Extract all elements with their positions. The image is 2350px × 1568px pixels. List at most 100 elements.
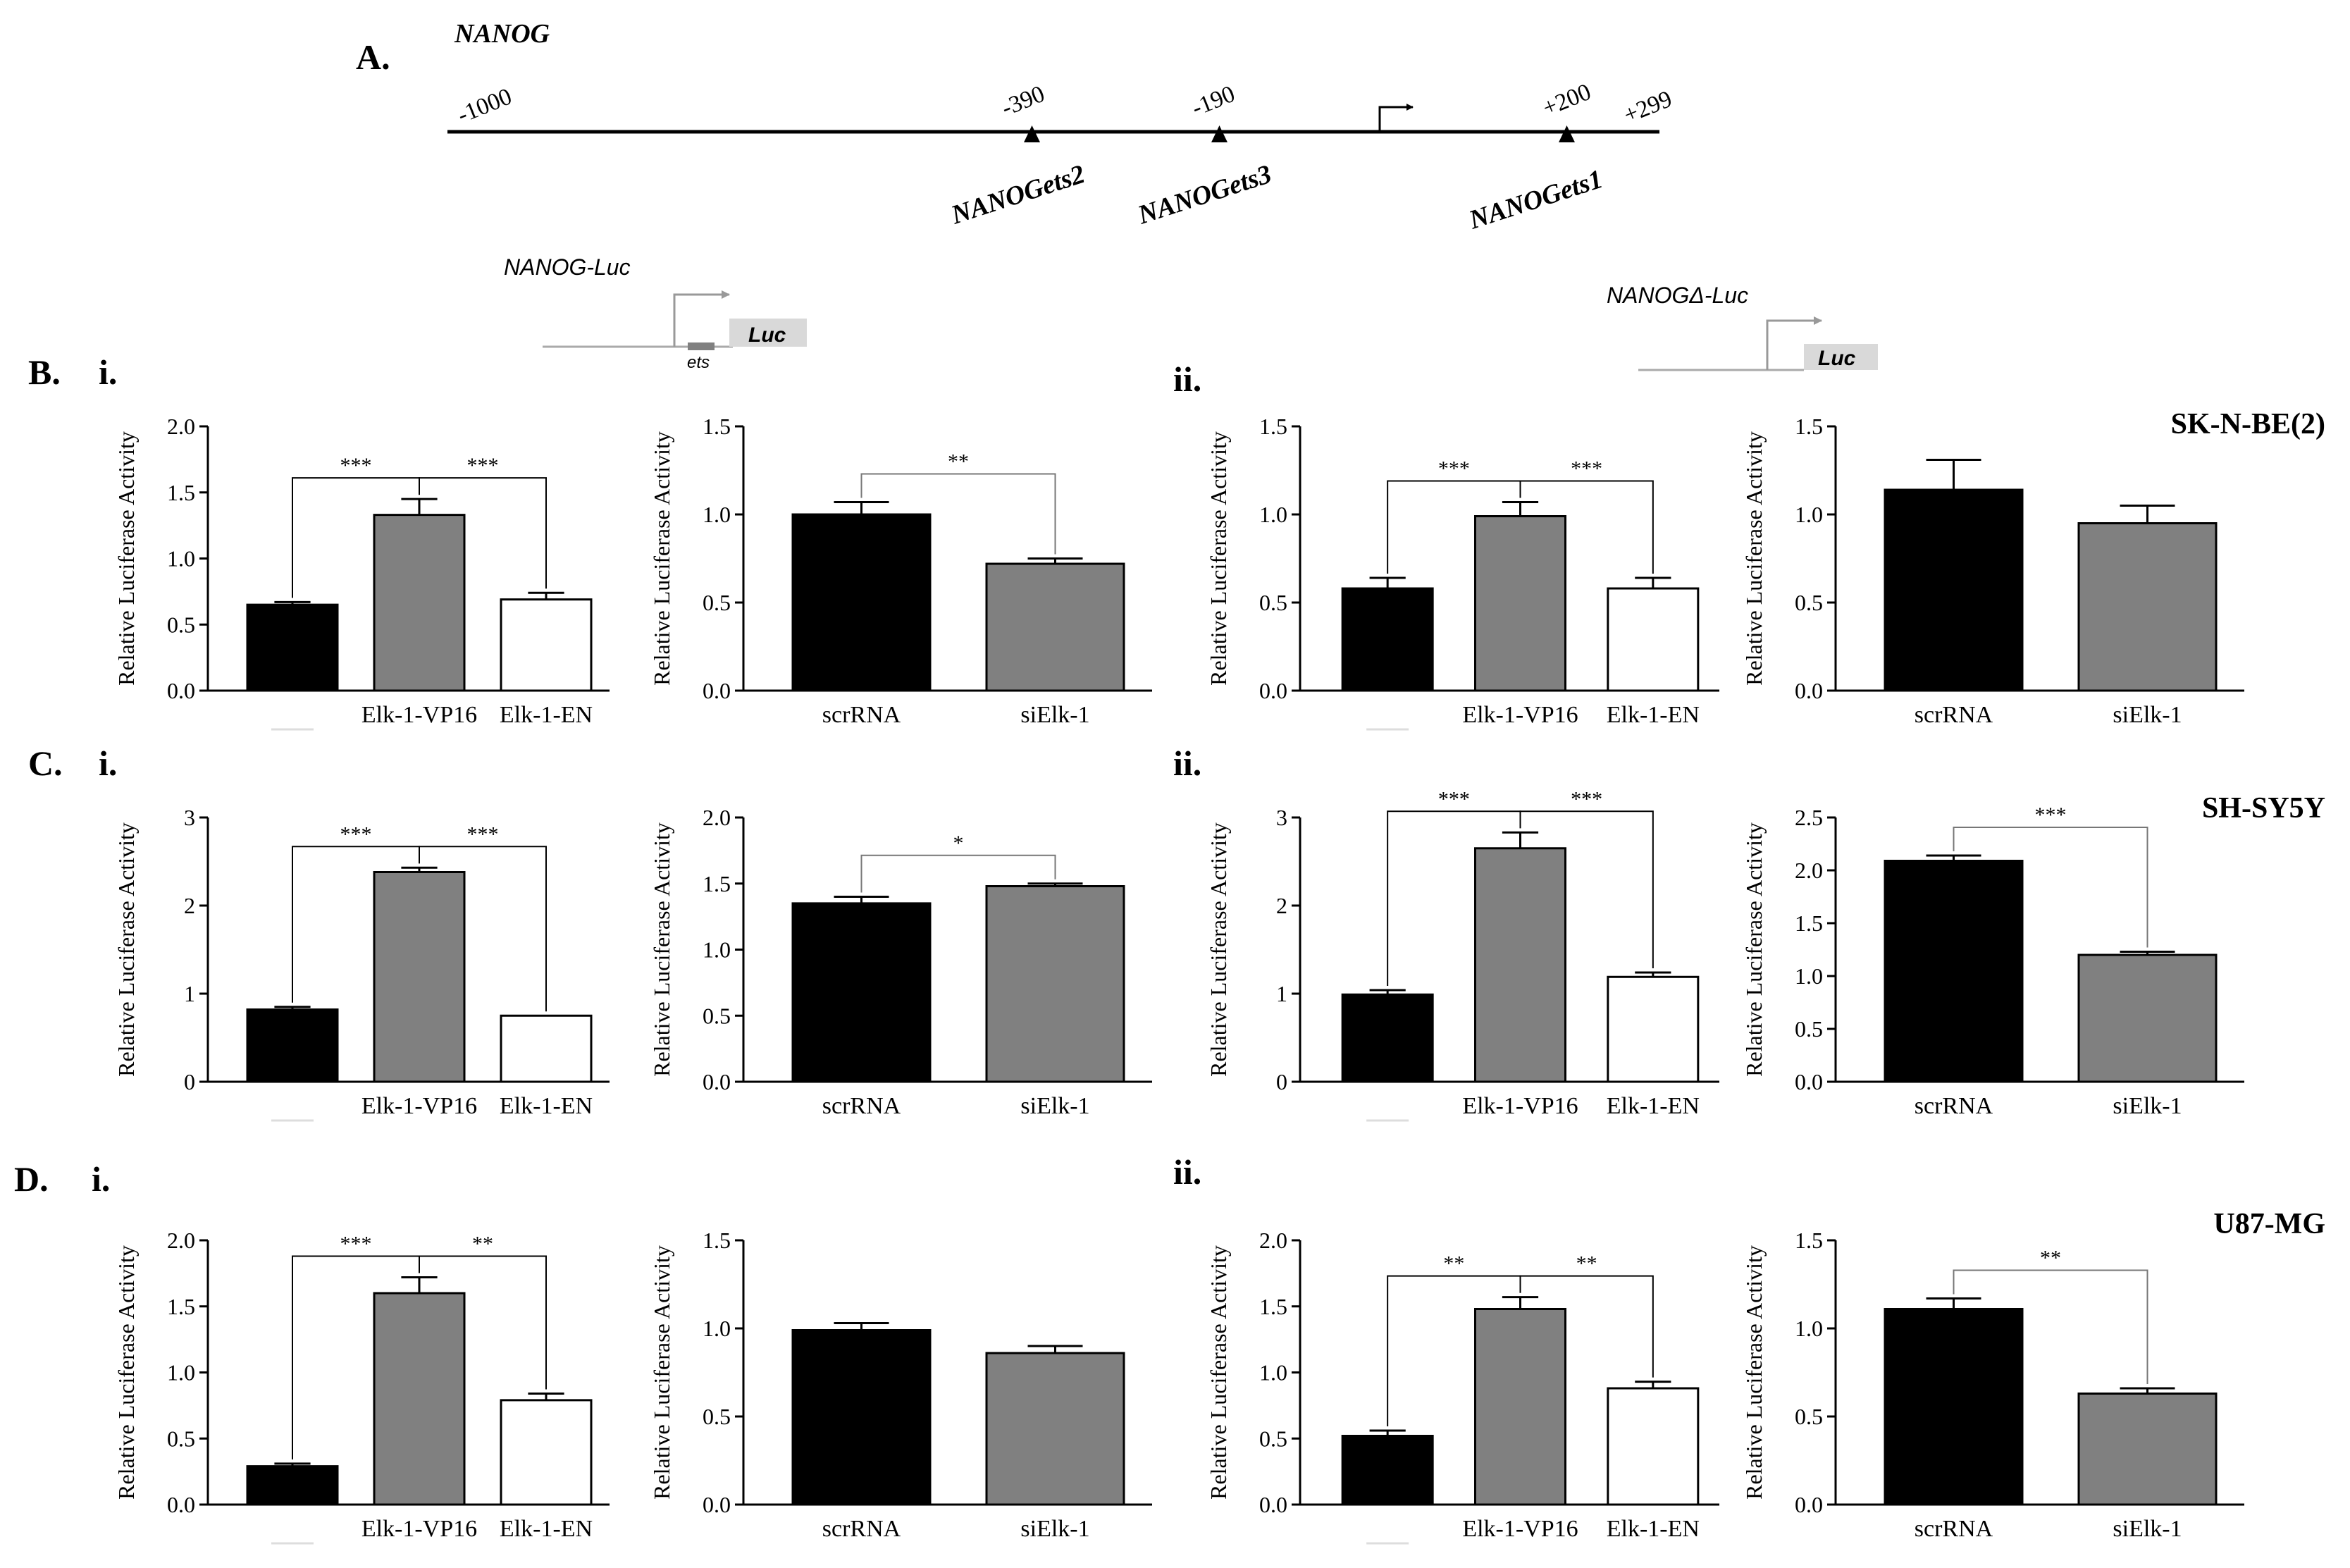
y-axis-label: Relative Luciferase Activity	[1741, 431, 1767, 686]
y-tick-label: 1.0	[703, 502, 731, 527]
significance-bracket	[860, 854, 1056, 893]
y-axis-label: Relative Luciferase Activity	[1741, 822, 1767, 1077]
bar-elk-1-en	[1607, 587, 1700, 692]
x-category-label: Elk-1-VP16	[1462, 702, 1578, 728]
significance-bracket	[1519, 480, 1654, 574]
y-tick-label: 2.0	[703, 805, 731, 830]
construct-delta-tss-arrow	[1766, 316, 1822, 370]
significance-label: ***	[1571, 457, 1602, 481]
significance-bracket	[1519, 1275, 1654, 1378]
y-tick-label: 0.0	[1259, 678, 1287, 703]
y-tick-label: 0.0	[1259, 1492, 1287, 1517]
y-axis-label: Relative Luciferase Activity	[649, 1245, 674, 1500]
ets3-triangle-marker	[1211, 125, 1227, 142]
bar-control	[1341, 1435, 1434, 1506]
position-minus-1000: -1000	[454, 83, 515, 128]
y-tick-label: 2.0	[167, 1228, 195, 1253]
y-tick-label: 0.0	[167, 678, 195, 703]
y-tick-label: 1.0	[1259, 1360, 1287, 1385]
bar-sielk-1	[985, 1352, 1125, 1506]
panel-c-label: C.	[28, 743, 63, 783]
y-tick-label: 0.5	[703, 1404, 731, 1429]
y-tick-label: 0.0	[1795, 1069, 1823, 1094]
tss-arrow	[1378, 104, 1414, 132]
y-axis-label: Relative Luciferase Activity	[649, 431, 674, 686]
construct-nanog-delta-luc: NANOGΔ-Luc Luc	[1607, 283, 1878, 371]
x-category-label: Elk-1-EN	[1607, 702, 1700, 728]
y-tick-label: 0.0	[1795, 1492, 1823, 1517]
chart-d-i-2: 0.0 0.5 1.0 1.5 Relative Luciferase Activity…	[649, 1228, 1152, 1542]
x-category-label: Elk-1-EN	[500, 702, 593, 728]
gene-name-label: NANOG	[454, 19, 550, 49]
bar-control	[246, 1008, 339, 1083]
bar-elk-1-vp16	[373, 871, 466, 1083]
y-tick-label: 1.5	[703, 1228, 731, 1253]
cell-line-label-c: SH-SY5Y	[2202, 792, 2325, 825]
chart-d-ii-1: 0.0 0.5 1.0 1.5 2.0 Relative Luciferase Activ…	[1206, 1228, 1719, 1545]
bar-sielk-1	[985, 562, 1125, 692]
bar-scrrna	[791, 513, 932, 692]
chart-b-ii-2: 0.0 0.5 1.0 1.5 Relative Luciferase Activity…	[1741, 414, 2244, 728]
y-tick-label: 1.0	[1795, 1316, 1823, 1341]
x-category-label: Elk-1-VP16	[361, 1516, 477, 1542]
x-category-label: scrRNA	[822, 1093, 901, 1119]
bar-elk-1-en	[500, 1014, 593, 1083]
construct-delta-label: NANOGΔ-Luc	[1607, 283, 1748, 308]
panel-b-sub-i: i.	[99, 352, 117, 392]
y-tick-label: 1.0	[1259, 502, 1287, 527]
y-tick-label: 0.0	[703, 678, 731, 703]
significance-bracket	[1953, 827, 2148, 948]
charts-layer: 0.0 0.5 1.0 1.5 2.0 Relative Luciferase Activ…	[113, 414, 2244, 1545]
chart-b-ii-1: 0.0 0.5 1.0 1.5 Relative Luciferase Activity…	[1206, 414, 1719, 731]
y-tick-label: 2.0	[1259, 1228, 1287, 1253]
significance-label: **	[948, 450, 969, 474]
x-category-label: Elk-1-EN	[1607, 1093, 1700, 1119]
x-category-label: scrRNA	[822, 702, 901, 728]
panel-b-label: B.	[28, 352, 61, 392]
y-tick-label: 1.5	[1259, 1294, 1287, 1319]
bar-sielk-1	[985, 885, 1125, 1083]
x-category-label: Elk-1-VP16	[361, 702, 477, 728]
y-tick-label: 0.0	[703, 1069, 731, 1094]
panel-c-sub-i: i.	[99, 743, 117, 783]
y-tick-label: 0.5	[1259, 590, 1287, 615]
y-tick-label: 2.5	[1795, 805, 1823, 830]
bar-control	[1341, 587, 1434, 692]
y-tick-label: 0.5	[1795, 1016, 1823, 1042]
ets-site-label: ets	[687, 353, 710, 372]
significance-bracket	[860, 473, 1056, 555]
bar-scrrna	[791, 1329, 932, 1506]
y-tick-label: 1.5	[703, 871, 731, 896]
y-axis-label: Relative Luciferase Activity	[113, 822, 139, 1077]
bar-elk-1-en	[1607, 975, 1700, 1083]
ets2-triangle-marker	[1024, 125, 1040, 142]
chart-d-i-1: 0.0 0.5 1.0 1.5 2.0 Relative Luciferase Activ…	[113, 1228, 610, 1545]
y-axis-label: Relative Luciferase Activity	[1206, 1245, 1231, 1500]
cell-line-label-d: U87-MG	[2213, 1208, 2325, 1240]
panel-labels: B. i. ii. C. i. ii. D. i. ii. SK-N-BE(2)…	[14, 352, 2325, 1240]
x-category-label: Elk-1-EN	[500, 1093, 593, 1119]
y-axis-label: Relative Luciferase Activity	[113, 431, 139, 686]
y-tick-label: 0.5	[703, 590, 731, 615]
y-tick-label: 3	[184, 805, 195, 830]
significance-label: **	[1443, 1252, 1464, 1276]
chart-c-ii-1: 0 1 2 3 Relative Luciferase Activity Elk-1-VP…	[1206, 787, 1719, 1122]
panel-d-label: D.	[14, 1159, 49, 1199]
y-tick-label: 1	[184, 981, 195, 1006]
x-category-label: Elk-1-EN	[1607, 1516, 1700, 1542]
construct-full-label: NANOG-Luc	[504, 254, 631, 280]
y-tick-label: 0.0	[1795, 678, 1823, 703]
x-category-label: siElk-1	[2113, 702, 2182, 728]
bar-control	[246, 603, 339, 692]
x-category-label: siElk-1	[1020, 1093, 1089, 1119]
significance-label: ***	[1571, 787, 1602, 810]
significance-label: ***	[1438, 787, 1470, 810]
y-tick-label: 0.5	[167, 612, 195, 637]
y-tick-label: 2.0	[1795, 858, 1823, 883]
bar-sielk-1	[2077, 953, 2218, 1083]
site-label-ets1: NANOGets1	[1465, 164, 1607, 235]
significance-bracket	[419, 1255, 547, 1390]
bar-scrrna	[791, 902, 932, 1083]
bar-elk-1-vp16	[373, 1292, 466, 1506]
